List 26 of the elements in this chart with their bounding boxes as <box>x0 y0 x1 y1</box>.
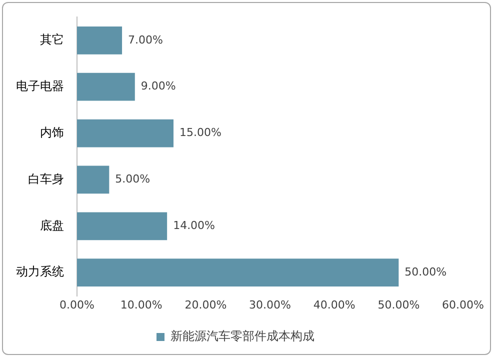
bar <box>77 119 174 148</box>
y-tick-label: 白车身 <box>28 172 64 186</box>
y-tick-label: 其它 <box>40 32 64 47</box>
data-label: 14.00% <box>173 219 216 232</box>
x-tick-label: 10.00% <box>120 298 162 312</box>
y-tick-label: 底盘 <box>40 218 64 232</box>
x-tick-label: 20.00% <box>184 298 227 312</box>
bar <box>77 258 399 287</box>
data-label: 9.00% <box>140 80 176 93</box>
y-tick-label: 电子电器 <box>16 78 64 93</box>
x-tick-label: 0.00% <box>60 298 94 312</box>
legend-label: 新能源汽车零部件成本构成 <box>170 329 314 344</box>
bar <box>77 212 168 240</box>
data-label: 7.00% <box>128 33 163 46</box>
bar <box>77 26 122 54</box>
x-tick-label: 50.00% <box>378 298 420 312</box>
data-label: 5.00% <box>115 172 150 186</box>
x-tick-label: 30.00% <box>249 298 291 312</box>
x-tick-label: 60.00% <box>442 298 484 312</box>
data-label: 15.00% <box>180 126 222 140</box>
bar <box>77 72 135 101</box>
bar <box>77 166 110 194</box>
y-tick-label: 内饰 <box>40 125 64 140</box>
x-tick-label: 40.00% <box>313 298 356 312</box>
data-label: 50.00% <box>404 265 447 278</box>
y-tick-label: 动力系统 <box>16 264 64 279</box>
